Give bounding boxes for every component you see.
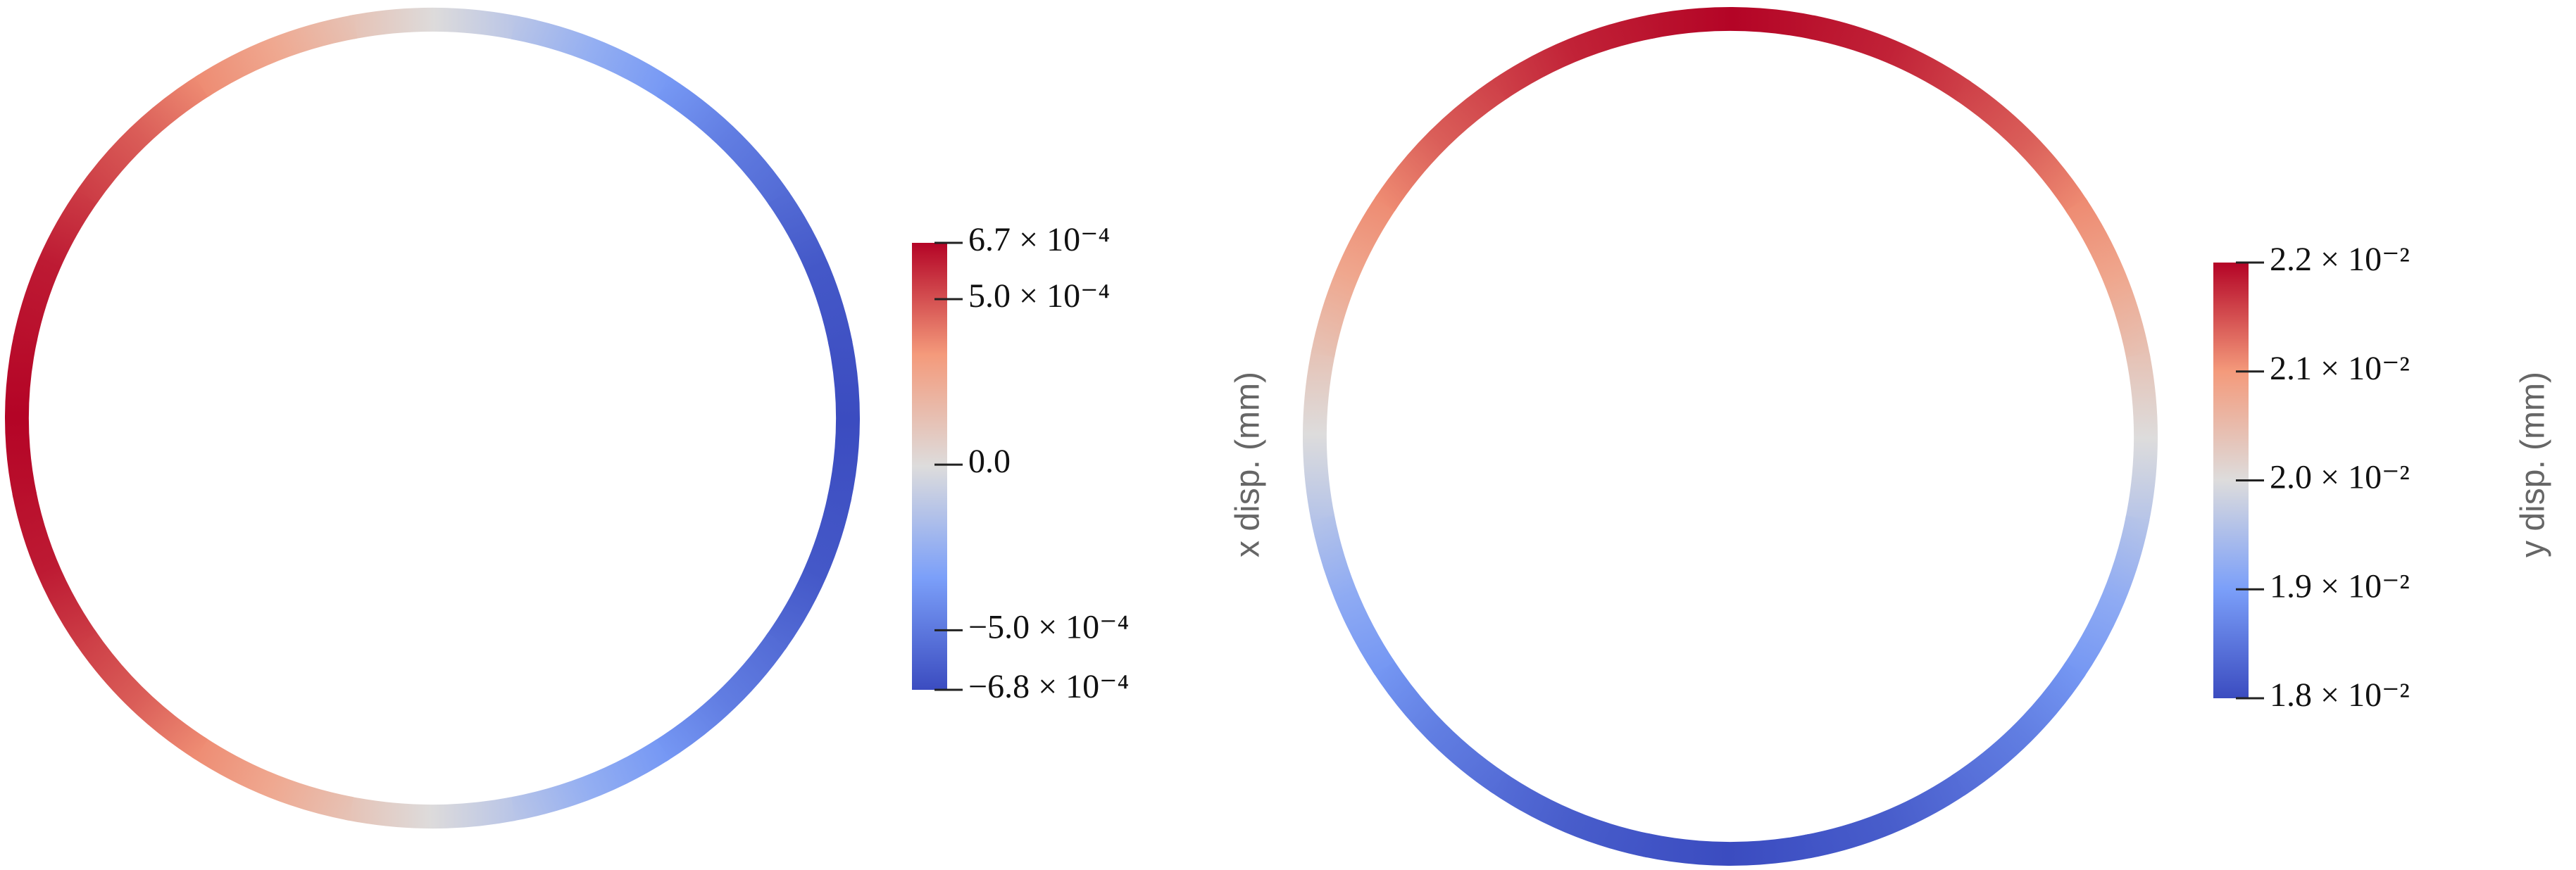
ring-segment	[1808, 15, 1972, 102]
ring-segment	[2063, 515, 2150, 679]
ring-segment	[656, 77, 790, 207]
colorbar-tick-label: 1.9 × 10⁻²	[2270, 567, 2410, 605]
ring-segment	[768, 189, 853, 347]
ring-segment	[653, 632, 788, 762]
ring-segment	[1954, 79, 2089, 215]
colorbar-label: x disp. (mm)	[1230, 372, 1267, 557]
colorbar	[912, 243, 947, 690]
ring-segment	[349, 8, 520, 40]
ring-segment	[1646, 7, 1818, 40]
ring-segment	[344, 796, 516, 828]
colorbar-tick-label: 2.0 × 10⁻²	[2270, 459, 2410, 496]
ring-segment	[5, 334, 38, 498]
ring-segment	[765, 493, 852, 650]
ring-segment	[2125, 353, 2158, 524]
colorbar-tick-label: 2.2 × 10⁻²	[2270, 241, 2410, 278]
colorbar-tick-label: 5.0 × 10⁻⁴	[968, 277, 1110, 315]
ring-segment	[1311, 194, 1397, 358]
ring-segment	[1951, 662, 2086, 796]
ring-segment	[1492, 14, 1656, 100]
colorbar-tick-label: 2.1 × 10⁻²	[2270, 350, 2410, 387]
colorbar-tick-label: 1.8 × 10⁻²	[2270, 676, 2410, 714]
ring-segment	[195, 15, 358, 97]
colorbar-tick-label: −5.0 × 10⁻⁴	[968, 608, 1129, 645]
ring-segment	[13, 187, 99, 343]
ring-segment	[2065, 198, 2151, 362]
ring-segment	[12, 489, 97, 647]
ring-segment	[192, 737, 354, 821]
colorbar-tick-label: 6.7 × 10⁻⁴	[968, 221, 1110, 258]
colorbar-tick-label: 0.0	[968, 443, 1011, 480]
colorbar-label: y disp. (mm)	[2515, 372, 2552, 557]
ring-segment	[1375, 77, 1510, 211]
ring-segment	[511, 15, 673, 99]
ring-segment	[1372, 658, 1506, 794]
colorbar-tick-label: −6.8 × 10⁻⁴	[968, 668, 1129, 705]
ring-segment	[827, 338, 860, 503]
ring-segment	[77, 74, 212, 204]
ring-segment	[1303, 348, 1336, 520]
ring-segment	[1310, 511, 1395, 675]
ring-segment	[1642, 833, 1814, 866]
ring-segment	[1805, 773, 1968, 859]
ring-segment	[507, 739, 670, 821]
ring-segment	[75, 629, 208, 759]
ring-segment	[1489, 771, 1652, 858]
